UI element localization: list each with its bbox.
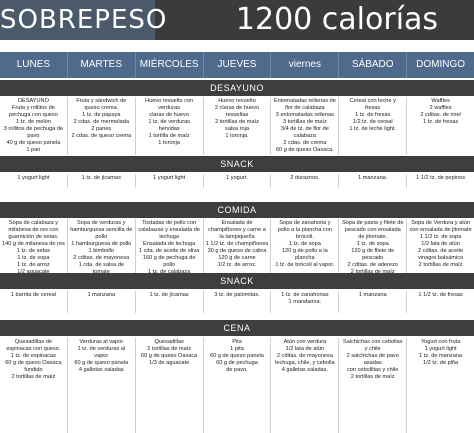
title-sobrepeso: SOBREPESO xyxy=(0,0,166,40)
section-snack-1: SNACK xyxy=(0,156,474,172)
day-martes: MARTES xyxy=(68,52,136,78)
snack2-lunes: 1 barrita de cereal xyxy=(0,291,68,313)
cena-jueves: Pita 1 pita 60 g de queso panela 60 g de… xyxy=(204,338,272,433)
snack2-viernes: 1 tz. de zanahorias 1 mandarina. xyxy=(271,291,340,313)
comida-sabado: Sopa de pasta y filete de pescado con en… xyxy=(339,219,408,289)
snack2-domingo: 1 1/2 tz. de fresas xyxy=(418,292,463,298)
cena-viernes: Atún con verdura 1/2 lata de atún 2 cdit… xyxy=(271,338,340,433)
snack1-jueves: 1 yogurt. xyxy=(204,174,272,188)
day-jueves: JUEVES xyxy=(204,52,272,78)
comida-jueves: Ensalada de champiñones y carne a la tam… xyxy=(204,219,272,289)
snack1-sabado: 1 manzana. xyxy=(339,174,408,188)
snack1-viernes: 2 duraznos. xyxy=(271,174,340,188)
desayuno-viernes: Entomatadas rellenas de flor de calabaza… xyxy=(271,97,340,155)
comida-viernes: Sopa de zanahoria y pollo a la plancha c… xyxy=(271,219,340,289)
row-cena: Quesadillas de espinacas con queso. 1 tz… xyxy=(0,338,474,433)
desayuno-domingo: Waffles 2 waffles 2 cditas. de miel 1 tz… xyxy=(420,98,461,125)
desayuno-sabado: Cereal con leche y fresas 1 tz. de fresa… xyxy=(339,97,408,155)
day-domingo: DOMINGO xyxy=(416,59,466,70)
snack1-miercoles: 1 yogurt light xyxy=(136,174,204,188)
cena-lunes: Quesadillas de espinacas con queso. 1 tz… xyxy=(0,338,68,433)
cena-sabado: Salchichas con cebollas y chile 2 salchi… xyxy=(339,338,408,433)
desayuno-miercoles: Huevo revuelto con verduras claras de hu… xyxy=(136,97,204,155)
day-viernes: viernes xyxy=(271,52,340,78)
snack2-miercoles: 1 tz. de jícamas xyxy=(136,291,204,313)
desayuno-martes: Fruta y sándwich de queso crema. 1 tz. d… xyxy=(68,97,136,155)
cena-miercoles: Quesadillas 2 tortillas de maíz 60 g de … xyxy=(136,338,204,433)
row-snack-2: 1 barrita de cereal 1 manzana 1 tz. de j… xyxy=(0,291,474,313)
comida-domingo: Sopa de Verdura y atún con ensalada de j… xyxy=(409,220,472,268)
day-sabado: SÁBADO xyxy=(339,52,408,78)
header-bar: SOBREPESO 1200 calorías xyxy=(0,0,474,40)
desayuno-lunes: DESAYUNO Fruta y rollitos de pechuga con… xyxy=(0,97,68,155)
section-snack-2: SNACK xyxy=(0,273,474,289)
desayuno-jueves: Huevo revuelto 2 claras de huevo revuelt… xyxy=(204,97,272,155)
comida-martes: Sopa de verduras y hamburguesa sencilla … xyxy=(68,219,136,289)
snack1-lunes: 1 yogurt light xyxy=(0,174,68,188)
row-desayuno: DESAYUNO Fruta y rollitos de pechuga con… xyxy=(0,97,474,155)
title-calories: 1200 calorías xyxy=(235,2,439,37)
day-lunes: LUNES xyxy=(0,52,68,78)
row-snack-1: 1 yogurt light 1 tz. de jícamas 1 yogurt… xyxy=(0,174,474,188)
days-header: LUNES MARTES MIÉRCOLES JUEVES viernes SÁ… xyxy=(0,52,474,78)
section-comida: COMIDA xyxy=(0,202,474,218)
snack2-sabado: 1 manzana xyxy=(339,291,408,313)
comida-lunes: Sopa de calabaza y milanesa de res con g… xyxy=(0,219,68,289)
snack1-domingo: 1 1/2 tz. de pepinos xyxy=(416,175,465,181)
snack1-martes: 1 tz. de jícamas xyxy=(68,174,136,188)
snack2-jueves: 3 tz. de palomitas. xyxy=(204,291,272,313)
section-cena: CENA xyxy=(0,320,474,336)
cena-domingo: Yogurt con fruta 1 yogurt light 1 tz. de… xyxy=(419,339,463,366)
cena-martes: Verduras al vapor 1 tz. de verduras al v… xyxy=(68,338,136,433)
section-desayuno: DESAYUNO xyxy=(0,80,474,96)
row-comida: Sopa de calabaza y milanesa de res con g… xyxy=(0,219,474,289)
day-miercoles: MIÉRCOLES xyxy=(136,52,204,78)
snack2-martes: 1 manzana xyxy=(68,291,136,313)
